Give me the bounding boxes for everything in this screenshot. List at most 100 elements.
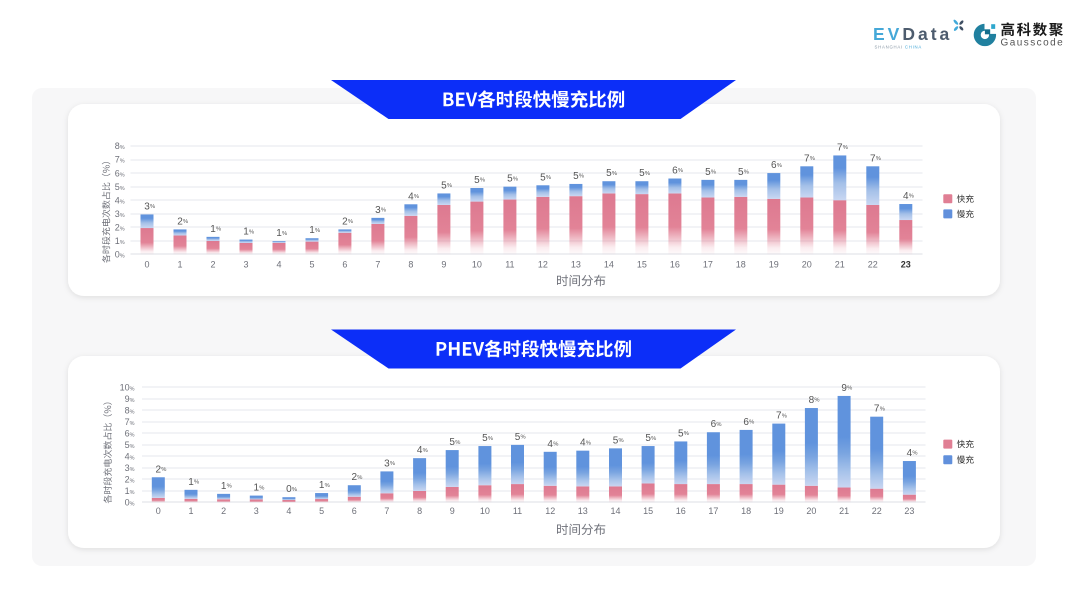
svg-text:7: 7 bbox=[870, 153, 876, 164]
svg-text:1: 1 bbox=[188, 477, 194, 488]
svg-text:23: 23 bbox=[904, 506, 914, 516]
svg-text:%: % bbox=[777, 163, 782, 169]
svg-text:%: % bbox=[546, 175, 551, 181]
svg-text:1: 1 bbox=[177, 260, 182, 270]
svg-text:5: 5 bbox=[606, 168, 612, 179]
svg-text:8: 8 bbox=[408, 260, 413, 270]
svg-text:2: 2 bbox=[156, 464, 162, 475]
svg-text:17: 17 bbox=[708, 506, 718, 516]
svg-text:%: % bbox=[357, 475, 362, 481]
svg-text:5%: 5% bbox=[125, 440, 135, 450]
svg-text:11: 11 bbox=[505, 260, 514, 270]
svg-text:12: 12 bbox=[545, 506, 555, 516]
svg-text:%: % bbox=[678, 168, 683, 174]
svg-text:13: 13 bbox=[578, 506, 588, 516]
svg-text:6: 6 bbox=[342, 260, 347, 270]
svg-text:%: % bbox=[348, 219, 353, 225]
svg-text:4: 4 bbox=[286, 506, 291, 516]
svg-text:3%: 3% bbox=[125, 463, 135, 473]
svg-text:10: 10 bbox=[480, 506, 490, 516]
svg-text:18: 18 bbox=[736, 260, 746, 270]
svg-text:8%: 8% bbox=[125, 406, 135, 416]
svg-text:15: 15 bbox=[643, 506, 653, 516]
svg-text:4: 4 bbox=[417, 445, 423, 456]
svg-text:%: % bbox=[880, 406, 885, 412]
svg-text:1%: 1% bbox=[115, 236, 125, 246]
svg-text:7: 7 bbox=[375, 260, 380, 270]
svg-text:5: 5 bbox=[515, 432, 521, 443]
svg-text:22: 22 bbox=[872, 506, 882, 516]
svg-text:0%: 0% bbox=[115, 250, 125, 260]
svg-text:%: % bbox=[684, 431, 689, 437]
svg-text:0: 0 bbox=[156, 506, 161, 516]
svg-text:%: % bbox=[447, 183, 452, 189]
svg-text:5: 5 bbox=[645, 433, 651, 444]
svg-text:%: % bbox=[390, 461, 395, 467]
svg-text:18: 18 bbox=[741, 506, 751, 516]
svg-text:7: 7 bbox=[384, 506, 389, 516]
svg-text:4: 4 bbox=[580, 438, 586, 449]
svg-text:16: 16 bbox=[676, 506, 686, 516]
svg-text:5: 5 bbox=[705, 167, 711, 178]
svg-text:%: % bbox=[553, 442, 558, 448]
svg-text:%: % bbox=[847, 386, 852, 392]
svg-text:%: % bbox=[414, 194, 419, 200]
svg-text:0: 0 bbox=[286, 484, 292, 495]
svg-text:20: 20 bbox=[802, 260, 812, 270]
svg-text:%: % bbox=[711, 170, 716, 176]
svg-text:Gausscode: Gausscode bbox=[1001, 37, 1065, 48]
svg-text:%: % bbox=[194, 480, 199, 486]
svg-text:%: % bbox=[513, 176, 518, 182]
svg-text:19: 19 bbox=[774, 506, 784, 516]
svg-text:7%: 7% bbox=[115, 155, 125, 165]
svg-text:%: % bbox=[810, 156, 815, 162]
svg-text:21: 21 bbox=[839, 506, 849, 516]
svg-text:3: 3 bbox=[243, 260, 248, 270]
svg-text:1%: 1% bbox=[125, 486, 135, 496]
svg-text:4%: 4% bbox=[115, 195, 125, 205]
svg-text:6: 6 bbox=[672, 166, 678, 177]
svg-text:%: % bbox=[381, 208, 386, 214]
svg-text:1: 1 bbox=[188, 506, 193, 516]
svg-text:5: 5 bbox=[474, 175, 480, 186]
svg-text:%: % bbox=[183, 219, 188, 225]
svg-text:4: 4 bbox=[408, 191, 414, 202]
svg-text:6: 6 bbox=[771, 160, 777, 171]
svg-text:SHANGHAI CHINA: SHANGHAI CHINA bbox=[875, 44, 923, 49]
svg-text:9: 9 bbox=[841, 383, 847, 394]
svg-text:%: % bbox=[645, 171, 650, 177]
svg-text:6%: 6% bbox=[125, 429, 135, 439]
svg-text:EVData: EVData bbox=[873, 24, 952, 44]
svg-text:12: 12 bbox=[538, 260, 548, 270]
svg-text:5: 5 bbox=[507, 174, 513, 185]
svg-text:3: 3 bbox=[144, 202, 150, 213]
svg-text:3: 3 bbox=[254, 506, 259, 516]
svg-text:14: 14 bbox=[604, 260, 614, 270]
svg-text:%: % bbox=[488, 436, 493, 442]
svg-text:2: 2 bbox=[177, 216, 183, 227]
svg-text:5: 5 bbox=[309, 260, 314, 270]
svg-text:1: 1 bbox=[210, 224, 216, 235]
svg-text:%: % bbox=[716, 422, 721, 428]
svg-text:8%: 8% bbox=[115, 141, 125, 151]
svg-text:%: % bbox=[325, 483, 330, 489]
svg-text:%: % bbox=[150, 204, 155, 210]
svg-text:2: 2 bbox=[221, 506, 226, 516]
svg-text:17: 17 bbox=[703, 260, 713, 270]
svg-text:%: % bbox=[292, 487, 297, 493]
svg-text:5: 5 bbox=[678, 428, 684, 439]
svg-text:%: % bbox=[744, 170, 749, 176]
svg-text:%: % bbox=[216, 227, 221, 233]
svg-text:22: 22 bbox=[868, 260, 878, 270]
svg-text:3: 3 bbox=[375, 205, 381, 216]
svg-text:23: 23 bbox=[901, 260, 911, 270]
svg-text:8: 8 bbox=[809, 395, 815, 406]
svg-text:14: 14 bbox=[610, 506, 620, 516]
svg-text:%: % bbox=[282, 231, 287, 237]
svg-text:%: % bbox=[521, 435, 526, 441]
svg-text:7%: 7% bbox=[125, 417, 135, 427]
svg-text:%: % bbox=[259, 485, 264, 491]
svg-text:5: 5 bbox=[573, 171, 579, 182]
svg-text:13: 13 bbox=[571, 260, 581, 270]
svg-text:%: % bbox=[876, 156, 881, 162]
